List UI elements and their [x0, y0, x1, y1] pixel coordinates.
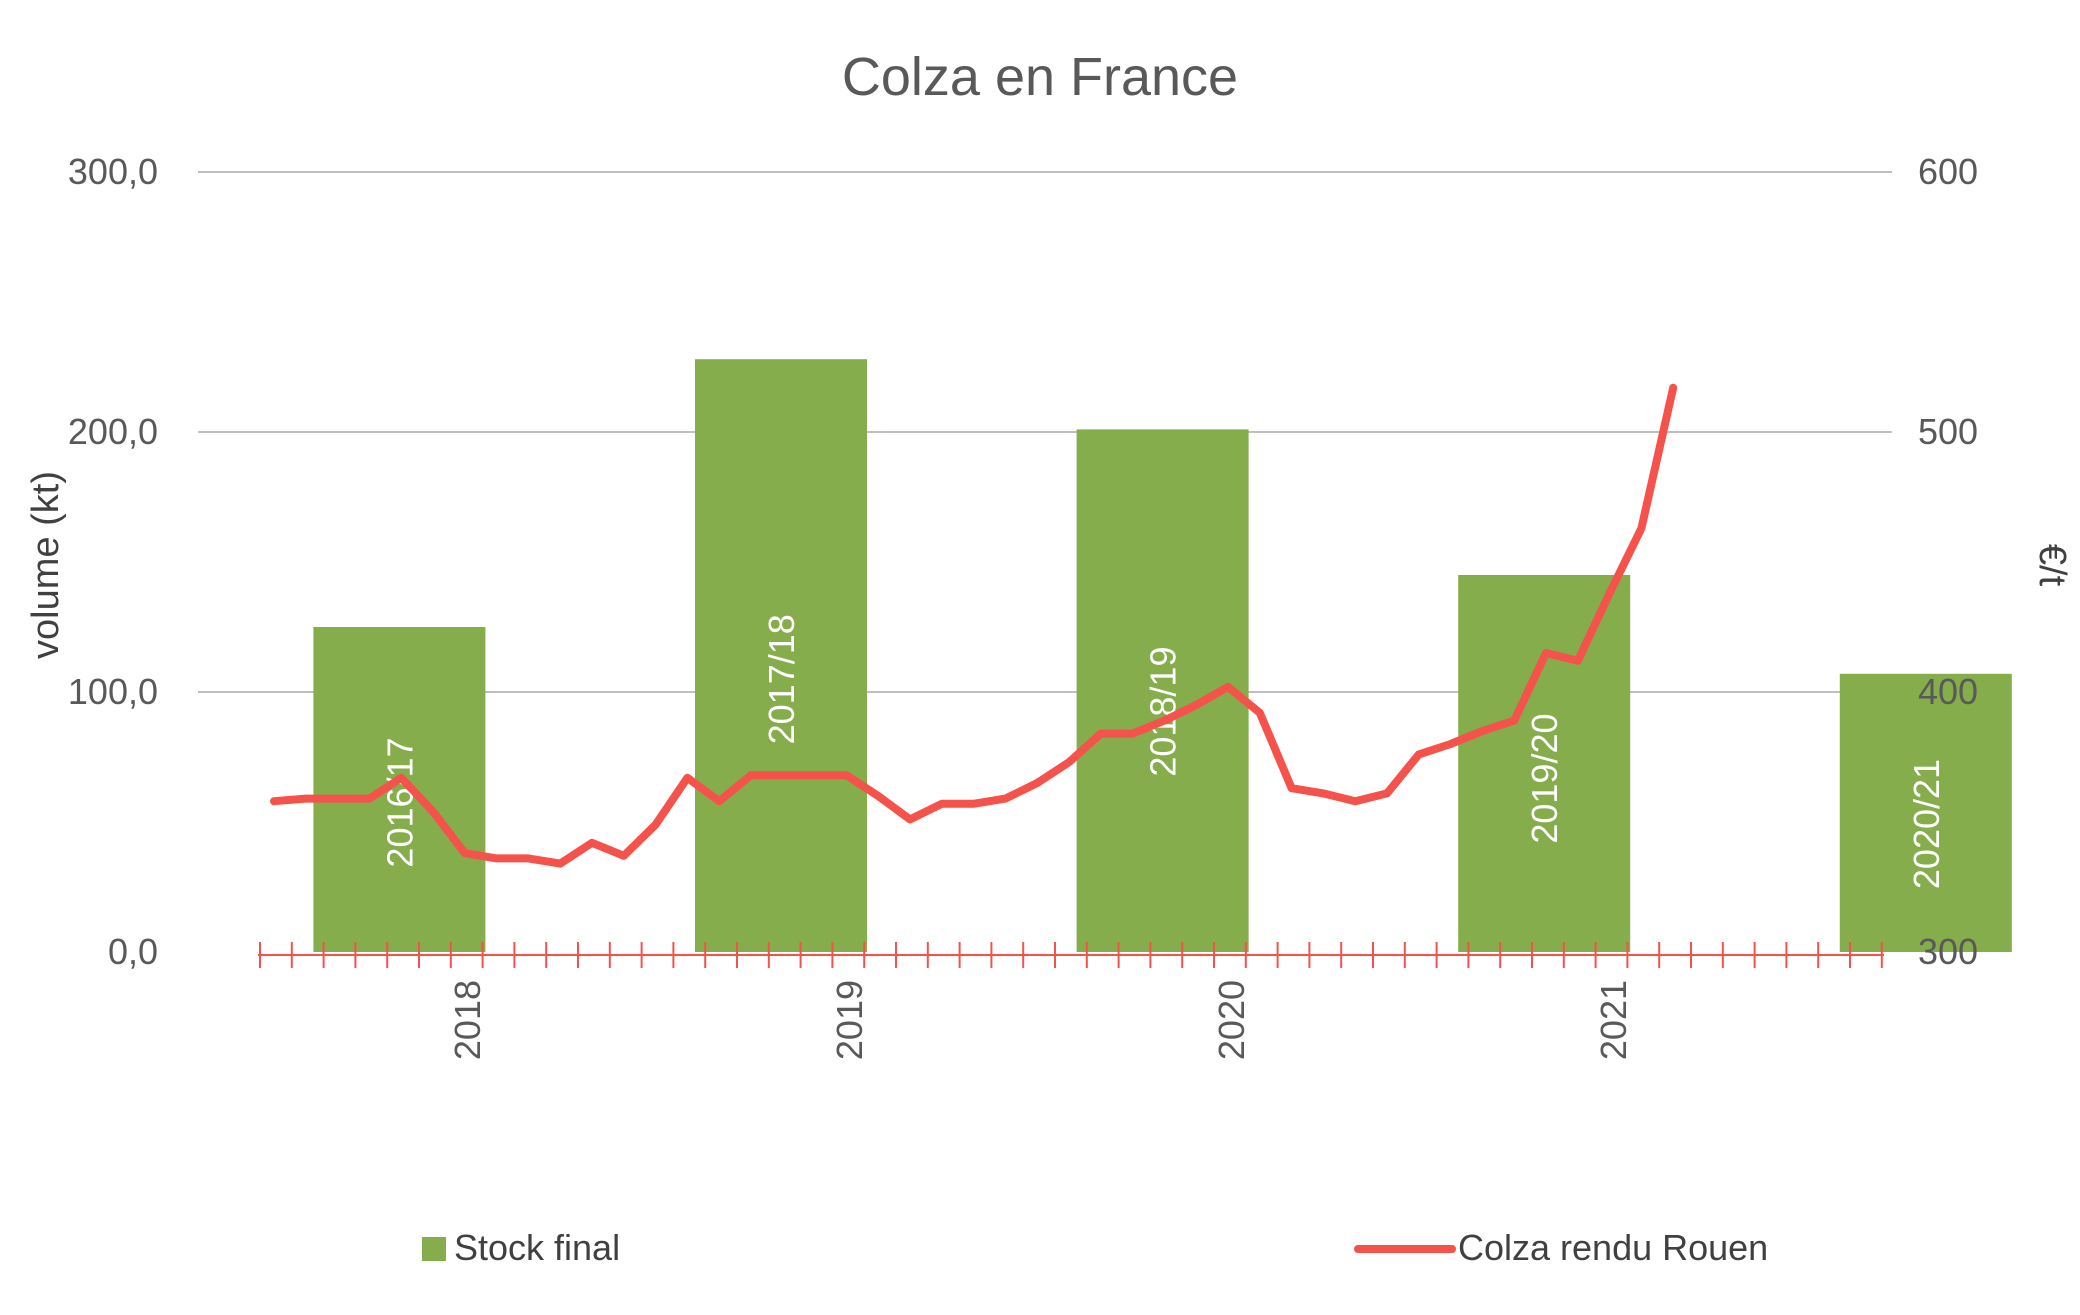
bar: [1839, 673, 2012, 952]
bar: [1458, 575, 1631, 952]
chart-title: Colza en France: [842, 47, 1238, 107]
bar-series-stock-final: [313, 359, 2012, 952]
gridlines: [198, 171, 1892, 693]
y2-axis-title: €/t: [2031, 544, 2073, 587]
x-tick-label: 2020: [1211, 980, 1252, 1060]
bar-data-label: 2016/17: [379, 737, 420, 867]
y2-tick-label: 500: [1918, 411, 1978, 452]
bar-data-label: 2017/18: [761, 614, 802, 744]
y2-tick-label: 300: [1918, 931, 1978, 972]
x-tick-label: 2018: [447, 980, 488, 1060]
legend: Stock final Colza rendu Rouen: [422, 1227, 1768, 1268]
bar: [695, 359, 867, 952]
line-series-colza-rendu-rouen: [270, 383, 1678, 868]
x-axis-tick-labels: 2018 2019 2020 2021: [447, 980, 1634, 1060]
y2-tick-label: 400: [1918, 671, 1978, 712]
y-axis-left-ticks: 0,0 100,0 200,0 300,0: [68, 151, 158, 972]
bar-data-label: 2019/20: [1524, 714, 1565, 844]
bar: [313, 627, 486, 952]
y-tick-label: 200,0: [68, 411, 158, 452]
legend-label-stock-final: Stock final: [454, 1227, 620, 1268]
y-axis-title: volume (kt): [25, 471, 67, 659]
y-tick-label: 300,0: [68, 151, 158, 192]
y-tick-label: 100,0: [68, 671, 158, 712]
x-tick-label: 2019: [829, 980, 870, 1060]
legend-label-colza-rendu-rouen: Colza rendu Rouen: [1458, 1227, 1768, 1268]
x-axis: [258, 942, 1884, 968]
x-tick-label: 2021: [1593, 980, 1634, 1060]
price-line: [270, 383, 1678, 868]
bar-data-label: 2020/21: [1906, 759, 1947, 889]
legend-swatch-stock-final: [422, 1237, 446, 1261]
y2-tick-label: 600: [1918, 151, 1978, 192]
y-axis-right-ticks: 300 400 500 600: [1918, 151, 1978, 972]
y-tick-label: 0,0: [108, 931, 158, 972]
